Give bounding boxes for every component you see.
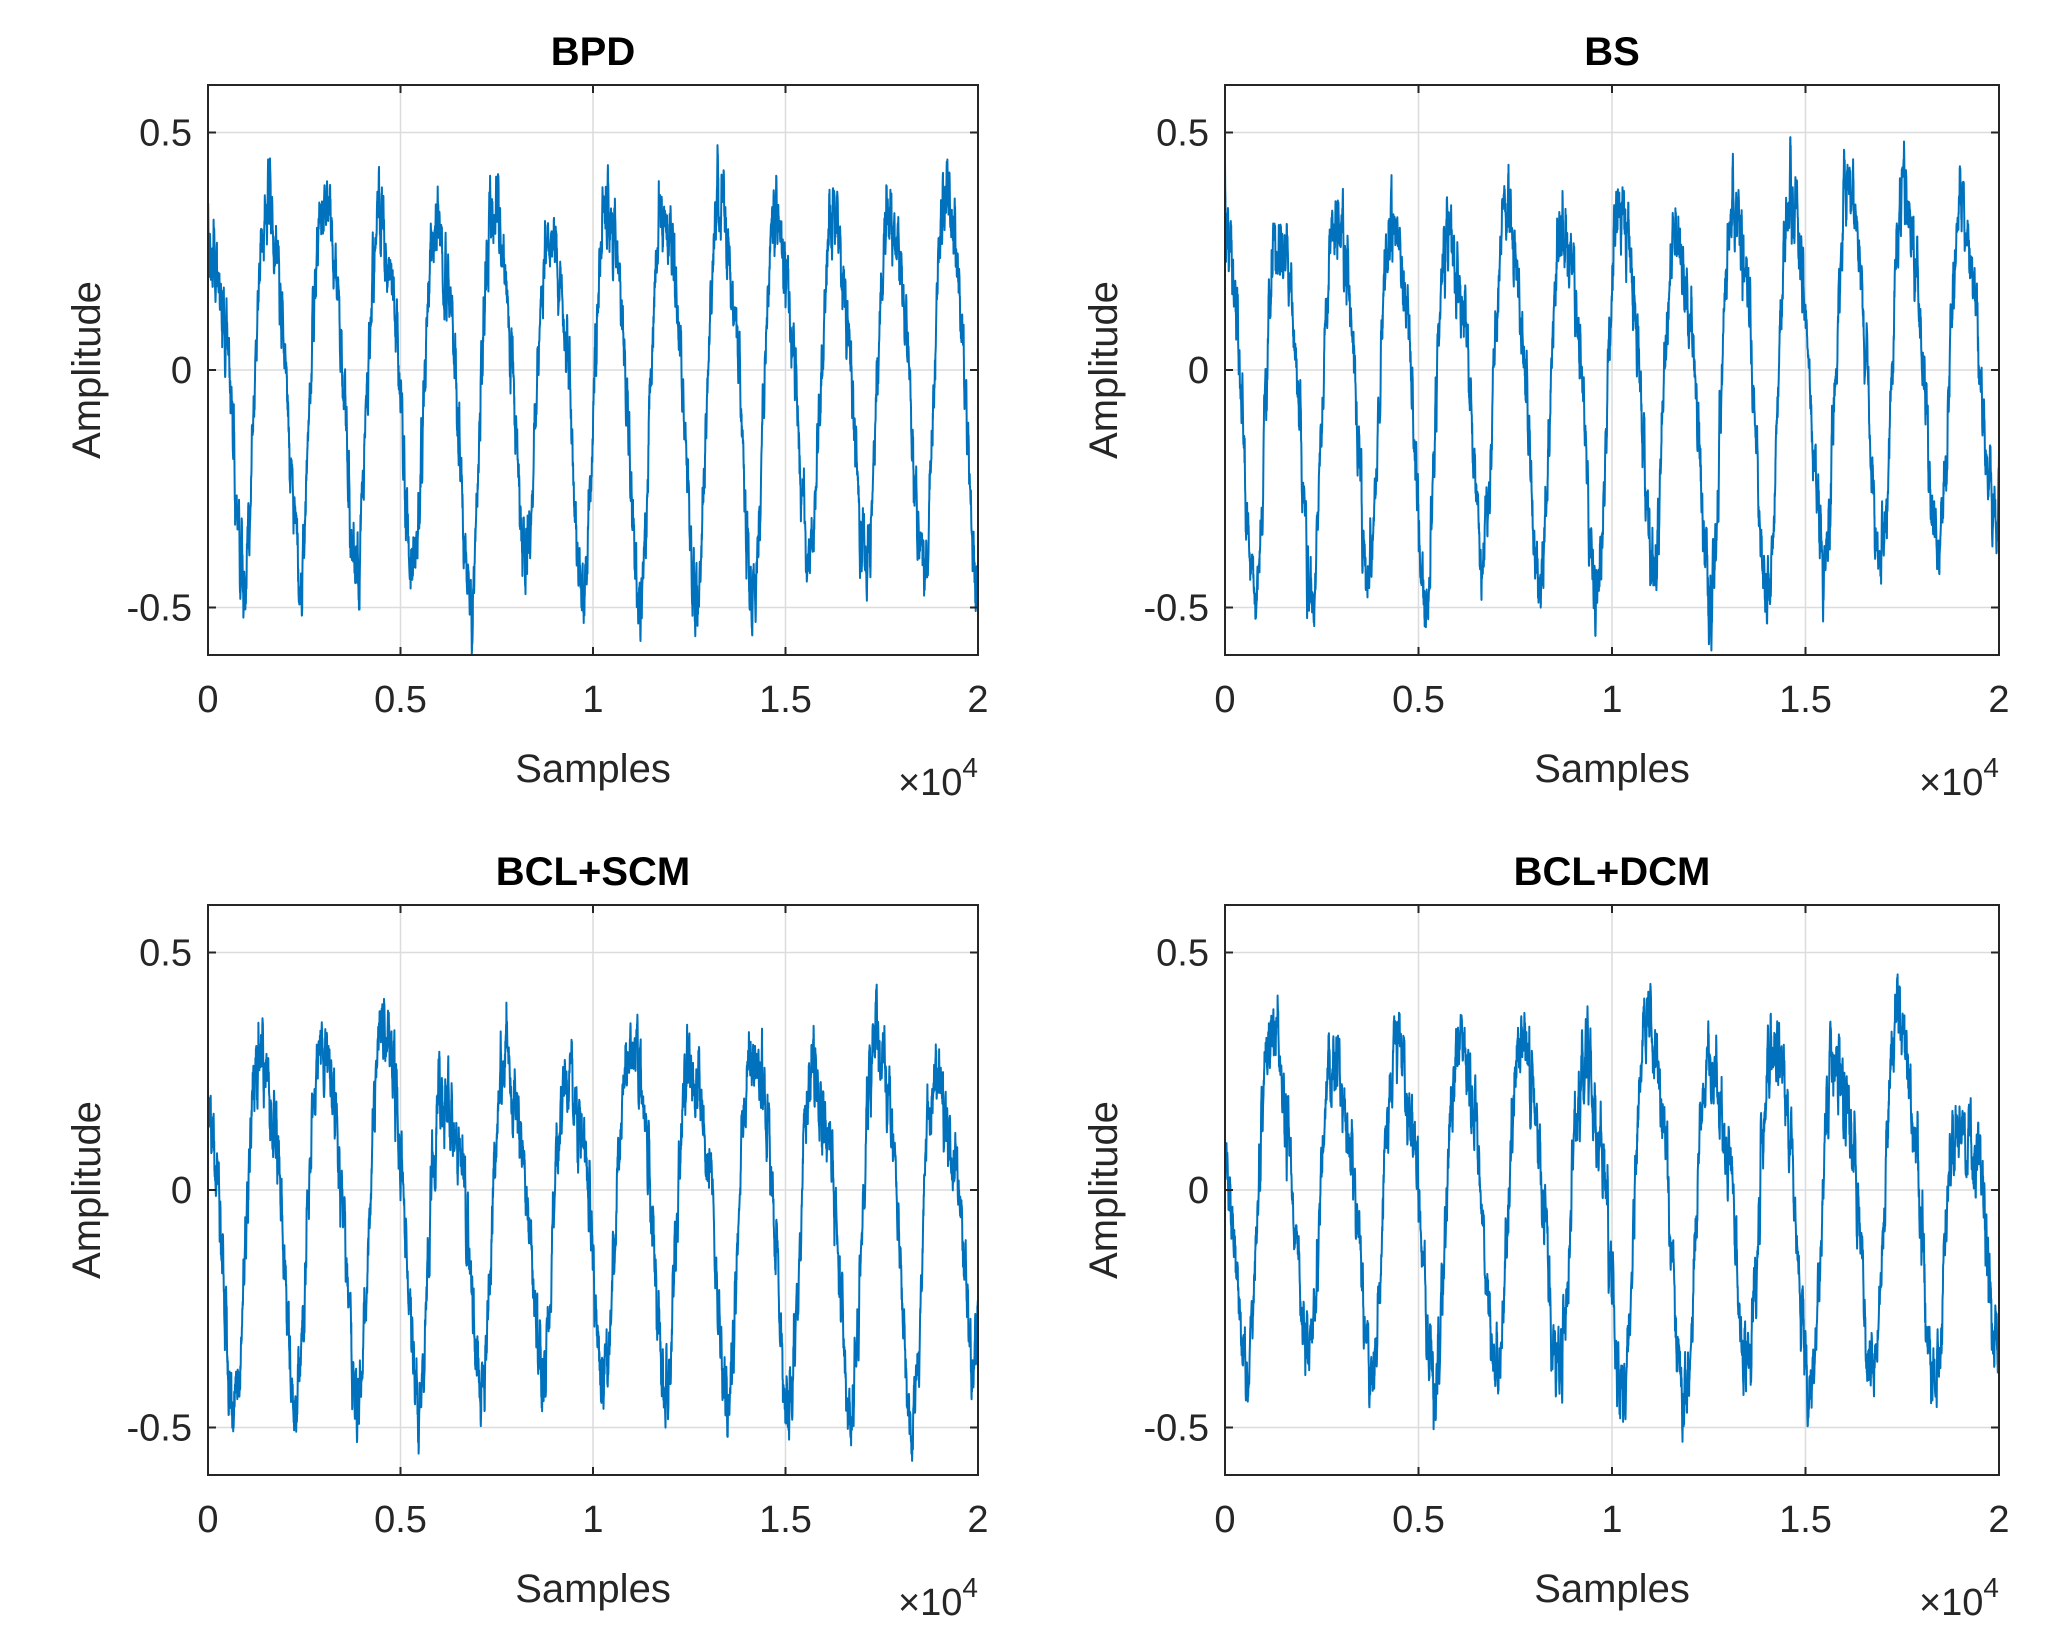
y-axis-label: Amplitude [65, 1101, 109, 1279]
x-tick-label: 0 [1214, 1499, 1235, 1541]
x-axis-label: Samples [515, 747, 671, 791]
x-tick-label: 0.5 [374, 679, 427, 721]
x-exponent-label: ×104 [1919, 752, 1999, 804]
x-tick-label: 0.5 [1392, 679, 1445, 721]
x-tick-label: 2 [1988, 1499, 2009, 1541]
subplot-2: 0 0.5 1 1.5 2 -0.5 0 0.5 BS Samples Amplitude ×104 [1082, 30, 2010, 804]
x-tick-label: 1 [582, 1499, 603, 1541]
y-tick-label: 0.5 [139, 933, 192, 975]
x-tick-label: 1 [582, 679, 603, 721]
y-tick-label: 0.5 [1156, 113, 1209, 155]
y-axis-label: Amplitude [1082, 1101, 1126, 1279]
y-tick-label: -0.5 [127, 1408, 192, 1450]
subplot-4: 0 0.5 1 1.5 2 -0.5 0 0.5 BCL+DCM Samples Amplitude… [1082, 850, 2010, 1624]
x-tick-label: 2 [967, 679, 988, 721]
subplot-title: BS [1584, 30, 1640, 74]
x-exponent-label: ×104 [898, 1572, 978, 1624]
y-tick-label: 0 [171, 1170, 192, 1212]
y-tick-label: 0 [171, 350, 192, 392]
x-axis-label: Samples [1534, 747, 1690, 791]
x-axis-label: Samples [1534, 1567, 1690, 1611]
x-tick-label: 1 [1601, 1499, 1622, 1541]
x-tick-label: 2 [967, 1499, 988, 1541]
subplot-title: BCL+DCM [1514, 850, 1711, 894]
y-axis-label: Amplitude [65, 281, 109, 459]
x-tick-label: 1 [1601, 679, 1622, 721]
x-tick-label: 1.5 [759, 679, 812, 721]
x-axis-label: Samples [515, 1567, 671, 1611]
subplot-3: 0 0.5 1 1.5 2 -0.5 0 0.5 BCL+SCM Samples Amplitude… [65, 850, 989, 1624]
x-tick-label: 1.5 [1779, 679, 1832, 721]
signal-line [208, 983, 978, 1462]
x-tick-label: 1.5 [759, 1499, 812, 1541]
y-tick-label: -0.5 [127, 588, 192, 630]
y-axis-label: Amplitude [1082, 281, 1126, 459]
x-tick-label: 0 [197, 1499, 218, 1541]
y-tick-label: 0.5 [1156, 933, 1209, 975]
subplot-title: BPD [551, 30, 635, 74]
x-tick-label: 0 [1214, 679, 1235, 721]
x-tick-label: 0.5 [1392, 1499, 1445, 1541]
x-tick-label: 2 [1988, 679, 2009, 721]
subplot-title: BCL+SCM [496, 850, 690, 894]
x-exponent-label: ×104 [898, 752, 978, 804]
signal-line [208, 144, 978, 655]
y-tick-label: 0.5 [139, 113, 192, 155]
x-exponent-label: ×104 [1919, 1572, 1999, 1624]
y-tick-label: 0 [1188, 1170, 1209, 1212]
signal-line [1225, 973, 1999, 1443]
y-tick-label: -0.5 [1144, 588, 1209, 630]
y-tick-label: 0 [1188, 350, 1209, 392]
x-tick-label: 0 [197, 679, 218, 721]
x-tick-label: 1.5 [1779, 1499, 1832, 1541]
subplot-1: 0 0.5 1 1.5 2 -0.5 0 0.5 BPD Samples Amplitude ×104 [65, 30, 989, 804]
y-tick-label: -0.5 [1144, 1408, 1209, 1450]
signal-line [1225, 136, 1999, 652]
x-tick-label: 0.5 [374, 1499, 427, 1541]
